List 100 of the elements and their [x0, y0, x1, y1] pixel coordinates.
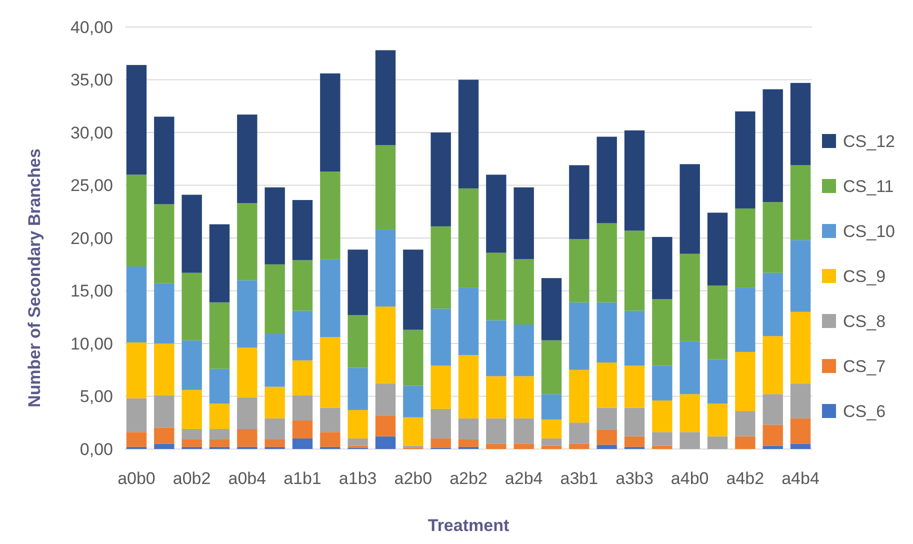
bar	[126, 266, 147, 342]
x-tick-label: a2b0	[394, 469, 432, 488]
bar	[430, 226, 451, 309]
y-axis-title: Number of Secondary Branches	[25, 148, 44, 408]
bar	[209, 440, 230, 447]
bar	[237, 397, 258, 429]
bar	[209, 302, 230, 369]
bar	[430, 366, 451, 409]
bar	[182, 390, 202, 429]
bar	[596, 223, 617, 302]
bar	[680, 432, 700, 449]
bar	[762, 272, 783, 336]
bar	[237, 348, 258, 398]
bar	[209, 428, 230, 440]
bar	[375, 384, 396, 416]
bar	[292, 260, 313, 311]
bar	[735, 288, 756, 352]
bar	[375, 145, 396, 230]
bar	[762, 336, 783, 394]
bar	[514, 324, 534, 376]
bar	[514, 259, 534, 325]
bar	[348, 410, 368, 438]
legend-label: CS_8	[843, 312, 886, 331]
bar	[292, 420, 313, 438]
bar	[292, 395, 313, 421]
y-tick-label: 40,00	[70, 18, 113, 37]
bar	[707, 436, 728, 449]
bar	[762, 424, 783, 446]
bar	[596, 408, 617, 430]
bar	[624, 408, 645, 436]
bar	[569, 444, 590, 449]
bar	[182, 194, 202, 273]
legend-label: CS_6	[843, 402, 886, 421]
bar	[375, 415, 396, 436]
bar	[486, 418, 506, 444]
bar	[264, 418, 285, 440]
bar	[541, 394, 562, 420]
bar	[209, 404, 230, 429]
bar	[790, 165, 811, 240]
bar	[292, 310, 313, 360]
x-tick-label: a0b4	[228, 469, 266, 488]
bar	[624, 130, 645, 231]
bar	[486, 320, 506, 376]
bar	[652, 236, 672, 300]
bar	[541, 419, 562, 438]
bar	[458, 440, 479, 447]
bar	[652, 366, 672, 400]
bar	[264, 440, 285, 447]
bar	[126, 64, 147, 175]
x-tick-label: a0b0	[118, 469, 156, 488]
bar	[458, 418, 479, 440]
bar	[126, 398, 147, 432]
y-tick-label: 15,00	[70, 282, 113, 301]
bar	[264, 187, 285, 264]
bar	[735, 411, 756, 436]
bar	[375, 230, 396, 307]
bar	[430, 438, 451, 448]
x-tick-label: a1b3	[338, 469, 377, 488]
bar	[154, 444, 174, 449]
bar	[182, 428, 202, 440]
y-tick-label: 5,00	[80, 387, 113, 406]
bar	[182, 272, 202, 340]
bar	[348, 438, 368, 446]
bar	[154, 344, 174, 396]
bar	[569, 165, 590, 240]
x-tick-label: a4b4	[782, 469, 820, 488]
bar	[348, 368, 368, 410]
bar	[320, 337, 340, 408]
bar	[154, 116, 174, 204]
bar	[264, 386, 285, 418]
bar	[486, 174, 506, 253]
bar	[486, 252, 506, 320]
bar	[403, 330, 424, 386]
x-tick-label: a4b0	[670, 469, 709, 488]
bar	[790, 444, 811, 449]
x-tick-label: a0b2	[172, 469, 211, 488]
bar	[735, 436, 756, 449]
bar	[707, 359, 728, 404]
bar	[348, 250, 368, 316]
bar	[541, 438, 562, 446]
legend-label: CS_9	[843, 267, 886, 286]
bar	[514, 418, 534, 444]
y-tick-label: 20,00	[70, 228, 113, 248]
bar	[790, 240, 811, 312]
bar	[541, 340, 562, 394]
x-tick-label: a3b3	[616, 469, 654, 488]
bar	[624, 310, 645, 366]
bar	[596, 444, 617, 449]
y-tick-label: 0,00	[80, 440, 113, 459]
bar	[154, 395, 174, 428]
bar	[264, 264, 285, 334]
bar	[320, 408, 340, 432]
bar	[569, 302, 590, 370]
bar	[652, 299, 672, 366]
bar	[735, 111, 756, 208]
bar	[403, 250, 424, 330]
x-axis-title: Treatment	[428, 516, 510, 535]
bar	[320, 172, 340, 260]
bar	[375, 436, 396, 449]
bar	[735, 352, 756, 412]
